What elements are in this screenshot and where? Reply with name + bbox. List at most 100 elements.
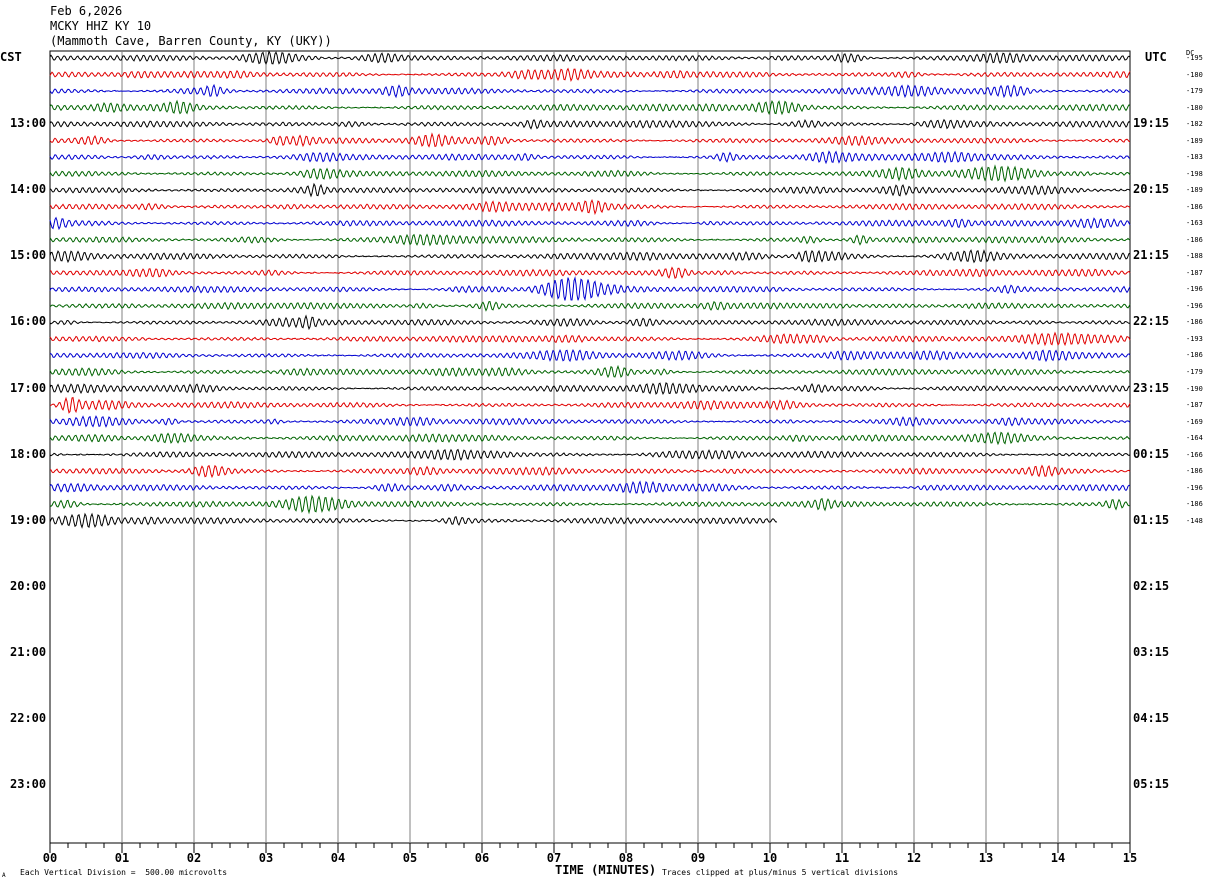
dc-offset-value: -180	[1186, 103, 1203, 112]
utc-hour-label: 03:15	[1133, 644, 1170, 659]
x-axis-ticks: 00 01 02 03 04 05 06 07 08 09 10 11 12 13 14 15	[43, 843, 1137, 865]
cst-hour-label: 20:00	[10, 578, 47, 593]
seismic-trace	[49, 396, 1131, 414]
vertical-division-note: Each Vertical Division = 500.00 microvol…	[20, 868, 228, 877]
dc-offset-value: -164	[1186, 434, 1203, 443]
dc-offset-value: -193	[1186, 334, 1203, 343]
cst-hour-label: 16:00	[10, 314, 47, 329]
seismic-trace	[49, 480, 1131, 495]
dc-offset-value: -188	[1186, 252, 1203, 261]
x-tick-label: 09	[691, 851, 705, 865]
dc-offset-value: -180	[1186, 70, 1203, 79]
x-tick-label: 15	[1123, 851, 1137, 865]
dc-offset-value: -196	[1186, 285, 1203, 294]
cst-hour-label: 21:00	[10, 644, 47, 659]
dc-offset-value: -166	[1186, 450, 1203, 459]
dc-offset-value: -187	[1186, 401, 1203, 410]
cst-hour-label: 13:00	[10, 116, 47, 131]
x-tick-label: 13	[979, 851, 993, 865]
corner-mark: A	[2, 872, 6, 879]
utc-hour-label: 04:15	[1133, 711, 1170, 725]
x-tick-label: 12	[907, 851, 921, 865]
header-station: MCKY HHZ KY 10	[50, 19, 152, 33]
seismic-trace	[49, 364, 1131, 379]
utc-hour-label: 01:15	[1133, 512, 1170, 527]
x-tick-label: 00	[43, 851, 57, 865]
dc-offset-value: -163	[1186, 219, 1203, 228]
header-location: (Mammoth Cave, Barren County, KY (UKY))	[50, 34, 332, 48]
x-tick-label: 02	[187, 851, 201, 865]
seismic-trace	[49, 275, 1131, 302]
utc-hour-label: 05:15	[1133, 777, 1170, 792]
dc-offset-value: -189	[1186, 186, 1203, 195]
dc-offset-value: -186	[1186, 351, 1203, 360]
x-tick-label: 10	[763, 851, 777, 865]
seismic-trace	[49, 164, 1131, 183]
seismic-trace	[49, 415, 1131, 428]
cst-hour-label: 17:00	[10, 380, 47, 395]
utc-hour-label: 00:15	[1133, 446, 1170, 461]
utc-hour-label: 19:15	[1133, 116, 1170, 131]
dc-offset-value: -196	[1186, 483, 1203, 492]
dc-offset-value: -186	[1186, 467, 1203, 476]
utc-hour-label: 23:15	[1133, 380, 1170, 395]
dc-offset-value: -179	[1186, 367, 1203, 376]
cst-hour-label: 22:00	[10, 711, 47, 725]
seismic-trace	[49, 182, 1131, 198]
x-tick-label: 08	[619, 851, 633, 865]
seismic-trace	[49, 249, 1131, 264]
x-tick-label: 03	[259, 851, 273, 865]
cst-hour-label: 15:00	[10, 248, 47, 263]
dc-offset-value: -186	[1186, 235, 1203, 244]
dc-offset-value: -190	[1186, 384, 1203, 393]
utc-hour-label: 21:15	[1133, 248, 1170, 263]
seismic-trace	[49, 512, 778, 529]
seismic-trace	[49, 300, 1131, 312]
utc-hour-label: 22:15	[1133, 314, 1170, 329]
dc-label: DC	[1186, 49, 1195, 57]
dc-offset-value: -186	[1186, 500, 1203, 509]
x-tick-label: 14	[1051, 851, 1065, 865]
seismic-trace	[49, 431, 1131, 446]
dc-offset-value: -186	[1186, 318, 1203, 327]
clip-note: Traces clipped at plus/minus 5 vertical …	[662, 868, 899, 877]
dc-offset-value: -198	[1186, 169, 1203, 178]
seismic-trace	[49, 150, 1131, 165]
seismic-trace	[49, 83, 1131, 99]
seismic-trace	[49, 348, 1131, 363]
seismic-trace	[49, 132, 1131, 148]
cst-hour-label: 19:00	[10, 512, 47, 527]
dc-offset-value: -182	[1186, 120, 1203, 129]
seismic-trace	[49, 494, 1131, 515]
seismic-trace	[49, 464, 1131, 479]
seismic-trace	[49, 266, 1131, 279]
x-tick-label: 01	[115, 851, 129, 865]
utc-hour-label: 02:15	[1133, 578, 1170, 593]
utc-hour-label: 20:15	[1133, 182, 1170, 197]
x-axis-title: TIME (MINUTES)	[555, 863, 657, 877]
dc-offset-value: -187	[1186, 268, 1203, 277]
dc-offset-value: -148	[1186, 516, 1203, 525]
x-tick-label: 04	[331, 851, 345, 865]
x-tick-label: 07	[547, 851, 561, 865]
trace-layer	[49, 50, 1131, 529]
seismic-trace	[49, 67, 1131, 82]
dc-offset-value: -169	[1186, 417, 1203, 426]
utc-axis-label: UTC	[1145, 50, 1167, 64]
seismic-trace	[49, 50, 1131, 65]
cst-hour-label: 14:00	[10, 182, 47, 197]
x-tick-label: 11	[835, 851, 849, 865]
seismic-trace	[49, 314, 1131, 331]
seismic-trace	[49, 216, 1131, 231]
x-tick-label: 05	[403, 851, 417, 865]
seismic-trace	[49, 233, 1131, 247]
seismic-trace	[49, 382, 1131, 395]
seismic-trace	[49, 331, 1131, 347]
dc-offset-value: -189	[1186, 136, 1203, 145]
x-tick-label: 06	[475, 851, 489, 865]
dc-offset-value: -179	[1186, 87, 1203, 96]
cst-hour-label: 23:00	[10, 777, 47, 792]
dc-offset-value: -196	[1186, 301, 1203, 310]
cst-axis-label: CST	[0, 50, 22, 64]
